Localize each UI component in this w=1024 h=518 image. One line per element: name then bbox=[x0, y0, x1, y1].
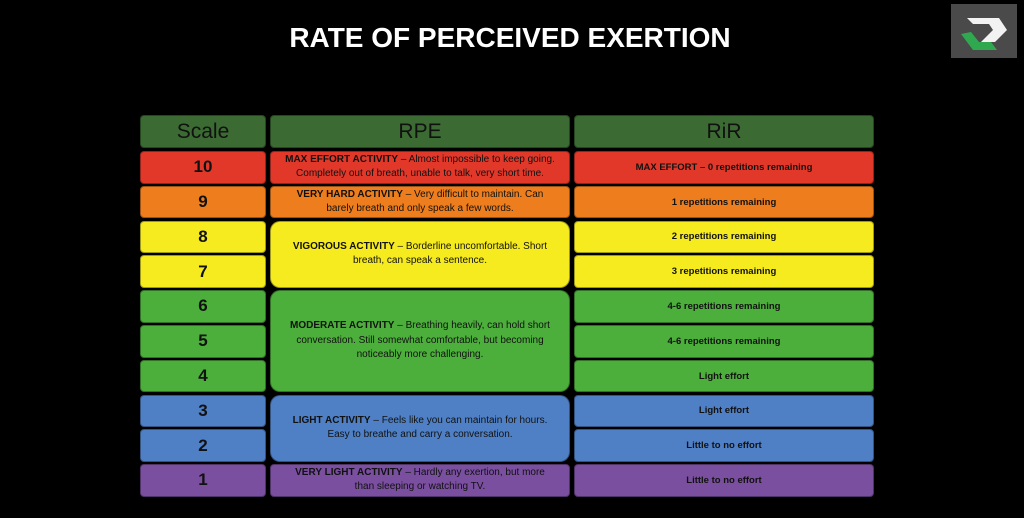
scale-cell: 3 bbox=[140, 394, 266, 428]
rir-cell: Little to no effort bbox=[574, 429, 874, 462]
rpe-description: VERY LIGHT ACTIVITY – Hardly any exertio… bbox=[285, 466, 555, 495]
column-header: RiR bbox=[574, 115, 874, 148]
rpe-lead: VERY LIGHT ACTIVITY bbox=[295, 466, 403, 478]
scale-cell: 7 bbox=[140, 255, 266, 288]
rpe-description: MODERATE ACTIVITY – Breathing heavily, c… bbox=[285, 319, 555, 363]
rpe-lead: VERY HARD ACTIVITY bbox=[296, 188, 403, 200]
rpe-cell: VERY LIGHT ACTIVITY – Hardly any exertio… bbox=[270, 464, 570, 497]
rir-cell: Light effort bbox=[574, 394, 874, 428]
column-header: RPE bbox=[270, 115, 570, 148]
scale-cell: 5 bbox=[140, 325, 266, 358]
rir-cell: 2 repetitions remaining bbox=[574, 220, 874, 254]
rpe-description: MAX EFFORT ACTIVITY – Almost impossible … bbox=[285, 153, 555, 182]
rir-cell: 4-6 repetitions remaining bbox=[574, 325, 874, 358]
rir-cell: Light effort bbox=[574, 359, 874, 393]
rpe-lead: MAX EFFORT ACTIVITY bbox=[285, 153, 399, 165]
rpe-lead: LIGHT ACTIVITY bbox=[292, 414, 371, 426]
scale-cell: 9 bbox=[140, 185, 266, 219]
rpe-cell: VIGOROUS ACTIVITY – Borderline uncomfort… bbox=[270, 220, 570, 288]
title: RATE OF PERCEIVED EXERTION bbox=[289, 22, 731, 53]
rir-cell: 3 repetitions remaining bbox=[574, 255, 874, 288]
logo bbox=[951, 4, 1017, 58]
rir-cell: Little to no effort bbox=[574, 464, 874, 497]
rpe-text: – Almost impossible to keep going. Compl… bbox=[296, 153, 555, 180]
scale-cell: 8 bbox=[140, 220, 266, 254]
rir-cell: 4-6 repetitions remaining bbox=[574, 290, 874, 323]
rir-cell: 1 repetitions remaining bbox=[574, 185, 874, 219]
rpe-lead: VIGOROUS ACTIVITY bbox=[292, 240, 395, 252]
rpe-description: VERY HARD ACTIVITY – Very difficult to m… bbox=[285, 188, 555, 217]
scale-cell: 10 bbox=[140, 151, 266, 184]
rpe-cell: VERY HARD ACTIVITY – Very difficult to m… bbox=[270, 185, 570, 219]
scale-cell: 2 bbox=[140, 429, 266, 462]
rpe-text: – Breathing heavily, can hold short conv… bbox=[296, 320, 550, 361]
scale-cell: 4 bbox=[140, 359, 266, 393]
rpe-cell: MAX EFFORT ACTIVITY – Almost impossible … bbox=[270, 151, 570, 184]
rpe-text: – Feels like you can maintain for hours.… bbox=[327, 414, 548, 441]
rpe-cell: LIGHT ACTIVITY – Feels like you can main… bbox=[270, 394, 570, 462]
rpe-lead: MODERATE ACTIVITY bbox=[290, 320, 395, 332]
scale-cell: 6 bbox=[140, 290, 266, 323]
rir-cell: MAX EFFORT – 0 repetitions remaining bbox=[574, 151, 874, 184]
rpe-text: – Borderline uncomfortable. Short breath… bbox=[353, 240, 548, 267]
scale-cell: 1 bbox=[140, 464, 266, 497]
rpe-text: – Very difficult to maintain. Can barely… bbox=[326, 188, 544, 215]
rpe-description: VIGOROUS ACTIVITY – Borderline uncomfort… bbox=[285, 240, 555, 269]
column-header: Scale bbox=[140, 115, 266, 148]
rpe-text: – Hardly any exertion, but more than sle… bbox=[354, 466, 545, 493]
rpe-description: LIGHT ACTIVITY – Feels like you can main… bbox=[285, 414, 555, 443]
rpe-cell: MODERATE ACTIVITY – Breathing heavily, c… bbox=[270, 290, 570, 393]
